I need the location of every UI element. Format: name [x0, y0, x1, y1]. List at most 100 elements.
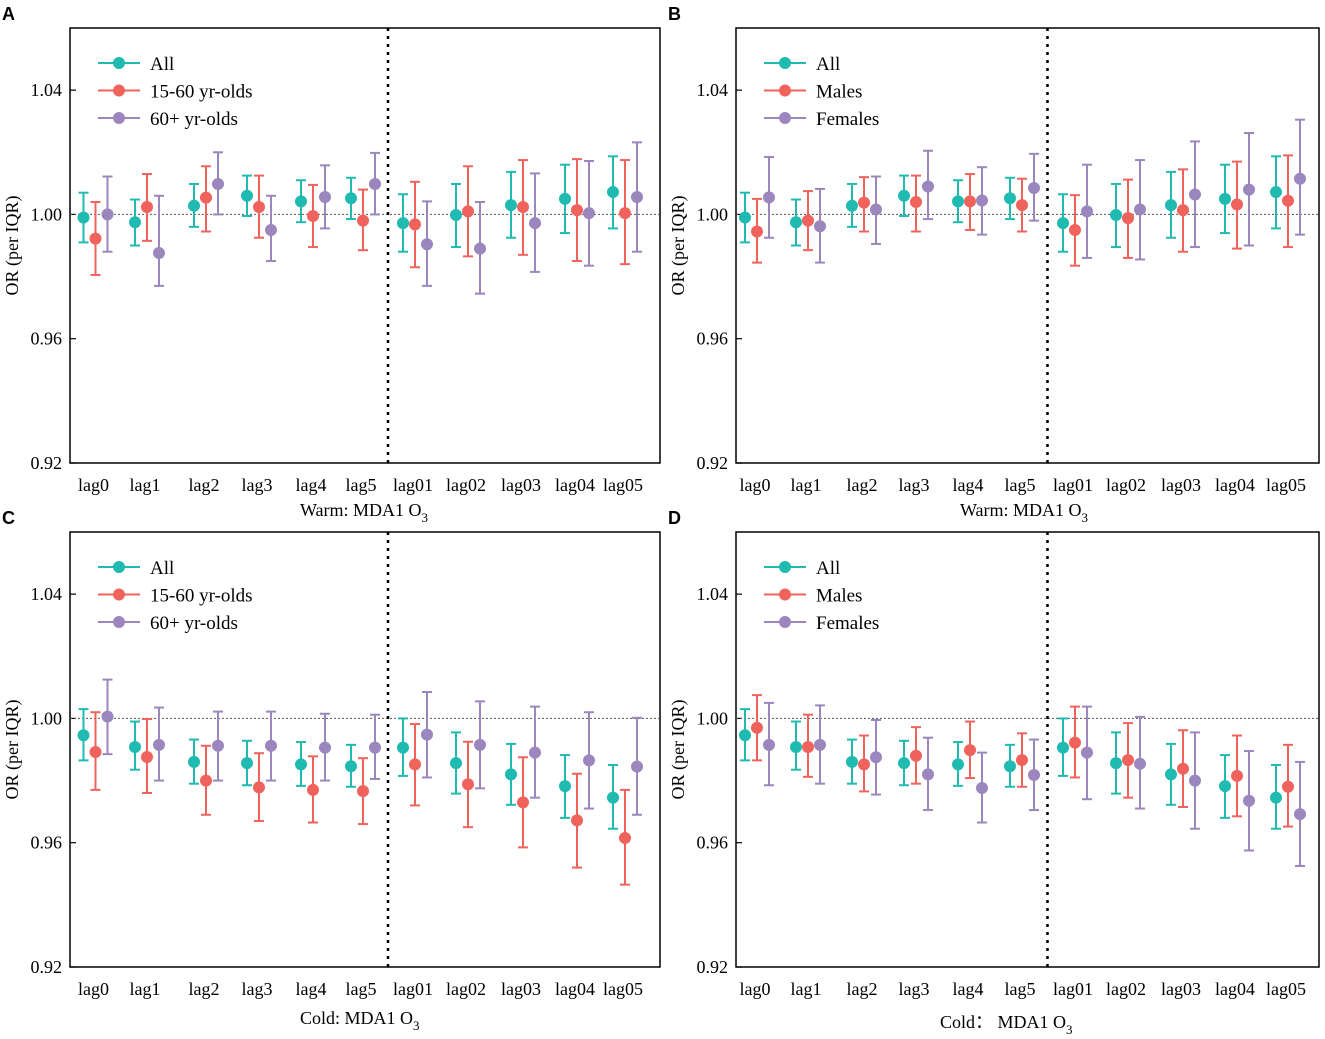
x-tick-label: lag03 — [501, 979, 541, 999]
data-point — [1270, 186, 1282, 199]
data-point — [802, 214, 814, 227]
series-1 — [751, 154, 1294, 267]
data-point — [141, 200, 153, 213]
x-tick-label: lag5 — [346, 475, 377, 495]
data-point — [129, 216, 141, 229]
legend-label: 15-60 yr-olds — [150, 586, 253, 607]
data-point — [790, 216, 802, 229]
data-point — [1016, 199, 1028, 212]
data-point — [583, 207, 595, 220]
data-point — [619, 207, 631, 220]
plot-frame — [735, 27, 1320, 464]
data-point — [462, 778, 474, 791]
x-tick-label: lag04 — [555, 979, 595, 999]
data-point — [129, 741, 141, 754]
data-point — [307, 783, 319, 796]
x-tick-label: lag4 — [296, 475, 327, 495]
data-point — [631, 760, 643, 773]
x-tick-label: lag02 — [1106, 475, 1146, 495]
data-point — [898, 757, 910, 770]
data-point — [369, 741, 381, 754]
data-point — [1270, 791, 1282, 804]
x-tick-label: lag3 — [242, 979, 273, 999]
x-tick-label: lag2 — [189, 475, 220, 495]
legend: All 15-60 yr-olds 60+ yr-olds — [98, 54, 253, 130]
data-point — [1028, 182, 1040, 195]
x-tick-label: lag01 — [1053, 979, 1093, 999]
data-point — [295, 195, 307, 208]
data-point — [1219, 780, 1231, 793]
data-point — [1282, 780, 1294, 793]
data-point — [1081, 746, 1093, 759]
x-tick-label: lag5 — [1005, 475, 1036, 495]
y-tick-label: 1.04 — [31, 584, 63, 604]
data-point — [858, 196, 870, 209]
data-point — [1069, 736, 1081, 749]
legend: All 15-60 yr-olds 60+ yr-olds — [98, 558, 253, 634]
x-tick-label: lag05 — [1266, 475, 1306, 495]
y-tick-label: 0.96 — [31, 329, 63, 349]
data-point — [964, 744, 976, 757]
x-tick-label: lag05 — [1266, 979, 1306, 999]
data-point — [188, 199, 200, 212]
y-tick-label: 0.92 — [31, 957, 63, 977]
series-2 — [763, 701, 1306, 868]
y-axis-title: OR (per IQR) — [668, 196, 689, 296]
x-tick-label: lag0 — [78, 979, 109, 999]
data-point — [1189, 188, 1201, 201]
legend-label: All — [816, 558, 840, 579]
data-point — [870, 203, 882, 216]
x-tick-label: lag04 — [1215, 475, 1255, 495]
data-point — [319, 741, 331, 754]
x-tick-label: lag2 — [847, 475, 878, 495]
x-tick-label: lag02 — [446, 979, 486, 999]
x-tick-label: lag01 — [393, 979, 433, 999]
data-point — [345, 192, 357, 205]
x-tick-label: lag02 — [1106, 979, 1146, 999]
data-point — [952, 195, 964, 208]
series-1 — [89, 711, 631, 886]
y-tick-label: 0.92 — [697, 957, 729, 977]
data-point — [1243, 183, 1255, 196]
y-axis-title: OR (per IQR) — [668, 700, 689, 800]
y-tick-label: 0.96 — [697, 833, 729, 853]
panel-letter: B — [668, 4, 681, 24]
data-point — [922, 768, 934, 781]
legend-label: 60+ yr-olds — [150, 613, 238, 634]
y-tick-label: 1.00 — [697, 708, 729, 728]
data-point — [409, 218, 421, 231]
x-tick-label: lag04 — [555, 475, 595, 495]
x-axis-title: Cold： MDA1 O3 — [940, 1012, 1073, 1037]
data-point — [77, 211, 90, 224]
data-point — [153, 246, 165, 259]
panel-c: C 0.92 0.96 1.00 1.04 OR (per IQR) lag0 lag1 lag… — [2, 508, 661, 1033]
data-point — [1110, 757, 1122, 770]
y-axis-title: OR (per IQR) — [2, 196, 23, 296]
y-tick-label: 1.00 — [31, 708, 63, 728]
data-point — [1165, 768, 1177, 781]
data-point — [814, 738, 826, 751]
data-point — [1081, 205, 1093, 218]
legend: All Males Females — [764, 558, 879, 634]
data-point — [571, 814, 583, 827]
legend-marker — [779, 588, 791, 601]
x-tick-label: lag4 — [953, 475, 984, 495]
y-tick-label: 1.04 — [697, 584, 729, 604]
x-tick-label: lag1 — [130, 475, 161, 495]
data-point — [910, 749, 922, 762]
data-point — [846, 755, 858, 768]
data-point — [529, 217, 541, 230]
legend-label: Males — [816, 82, 862, 103]
data-point — [751, 225, 763, 238]
data-point — [295, 758, 307, 771]
data-point — [1165, 199, 1177, 212]
data-point — [1189, 774, 1201, 787]
legend-marker — [113, 561, 125, 573]
x-tick-label: lag4 — [953, 979, 984, 999]
x-tick-label: lag3 — [899, 475, 930, 495]
data-point — [559, 780, 571, 793]
data-point — [141, 750, 153, 763]
x-tick-label: lag4 — [296, 979, 327, 999]
data-point — [101, 710, 114, 723]
data-point — [1134, 203, 1146, 216]
